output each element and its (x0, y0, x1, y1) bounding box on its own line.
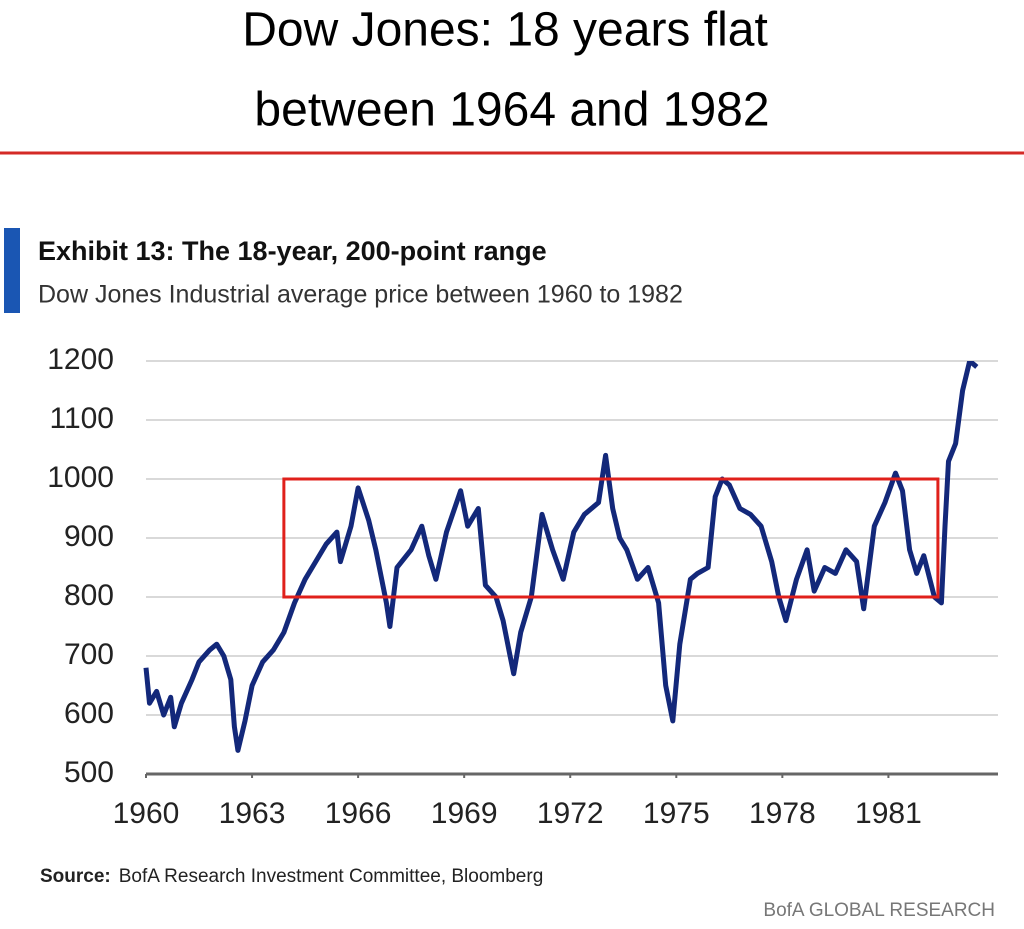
headline: Dow Jones: 18 years flat (242, 4, 768, 57)
source-label: Source: (40, 866, 111, 887)
x-tick-label: 1972 (537, 797, 604, 830)
line-series (143, 361, 979, 753)
y-tick-label: 1000 (47, 461, 114, 494)
accent-bar (4, 228, 20, 313)
x-tick-label: 1975 (643, 797, 710, 830)
source: Source: BofA Research Investment Committe… (40, 866, 543, 887)
y-tick-label: 900 (64, 520, 114, 553)
x-tick-label: 1966 (325, 797, 392, 830)
credit: BofA GLOBAL RESEARCH (763, 900, 995, 921)
y-tick-label: 500 (64, 756, 114, 789)
chart-subtitle: Dow Jones Industrial average price betwe… (38, 281, 683, 309)
chart-title: Exhibit 13: The 18-year, 200-point range (38, 236, 547, 266)
x-tick-label: 1963 (219, 797, 286, 830)
source-text: BofA Research Investment Committee, Bloo… (119, 866, 544, 887)
y-tick-label: 1100 (49, 402, 114, 435)
headline: between 1964 and 1982 (254, 84, 769, 137)
y-tick-label: 800 (64, 579, 114, 612)
plot: 500 600 700 800 900 1000 1100 1200 1960 1963 1966 1… (47, 343, 998, 830)
y-tick-label: 600 (64, 697, 114, 730)
y-tick-label: 700 (64, 638, 114, 671)
x-tick-label: 1981 (855, 797, 922, 830)
x-tick-label: 1969 (431, 797, 498, 830)
x-tick-label: 1960 (113, 797, 180, 830)
y-tick-label: 1200 (47, 343, 114, 376)
x-tick-label: 1978 (749, 797, 816, 830)
highlight-box (282, 477, 940, 599)
